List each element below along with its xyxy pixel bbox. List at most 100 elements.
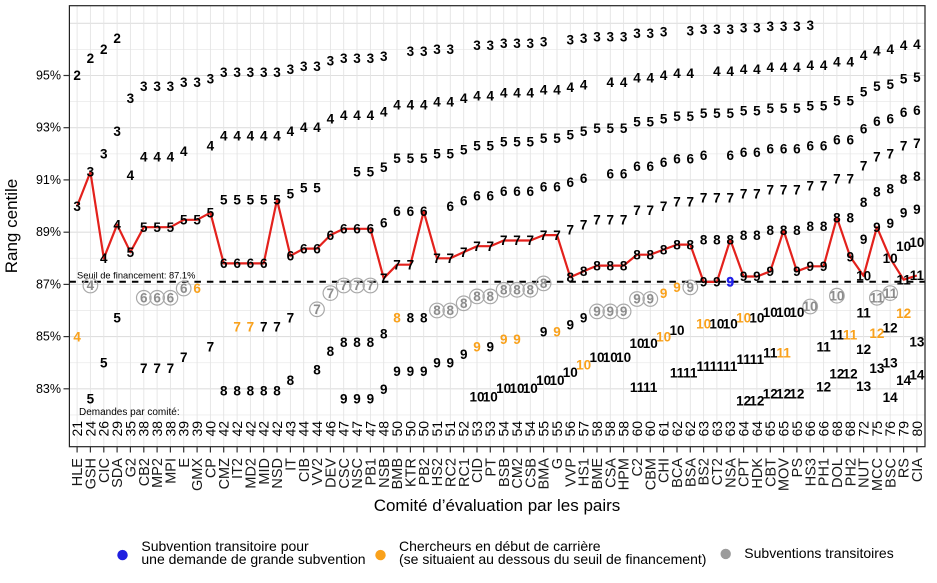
svg-text:91%: 91%: [36, 173, 61, 187]
svg-text:Seuil de financement: 87.1%: Seuil de financement: 87.1%: [77, 271, 195, 281]
svg-text:6: 6: [460, 194, 468, 209]
svg-text:G2: G2: [123, 458, 139, 477]
svg-text:2: 2: [73, 68, 81, 83]
svg-text:3: 3: [607, 29, 615, 44]
svg-text:12: 12: [883, 321, 898, 336]
svg-text:8: 8: [527, 283, 535, 298]
svg-text:10: 10: [829, 288, 844, 303]
svg-text:2: 2: [87, 51, 95, 66]
svg-text:6: 6: [260, 256, 268, 271]
svg-text:6: 6: [673, 152, 681, 167]
svg-text:5: 5: [313, 181, 321, 196]
svg-text:Rang centile: Rang centile: [2, 179, 21, 274]
svg-text:8: 8: [447, 303, 455, 318]
svg-text:5: 5: [886, 77, 894, 92]
svg-text:42: 42: [269, 421, 285, 437]
svg-text:8: 8: [500, 283, 508, 298]
svg-text:5: 5: [727, 106, 735, 121]
svg-text:8: 8: [780, 223, 788, 238]
svg-text:5: 5: [113, 311, 121, 326]
svg-text:8: 8: [806, 219, 814, 234]
svg-text:CID: CID: [470, 458, 486, 483]
svg-text:9: 9: [460, 347, 468, 362]
svg-text:3: 3: [100, 147, 108, 162]
svg-text:7: 7: [607, 213, 615, 228]
svg-text:12: 12: [736, 394, 751, 409]
svg-text:CMZ: CMZ: [217, 458, 233, 490]
svg-text:63: 63: [696, 421, 712, 437]
svg-text:5: 5: [393, 151, 401, 166]
svg-text:11: 11: [710, 359, 725, 374]
svg-text:4: 4: [527, 85, 535, 100]
svg-text:10: 10: [909, 235, 924, 250]
svg-text:6: 6: [846, 133, 854, 148]
svg-text:7: 7: [713, 190, 721, 205]
svg-text:4: 4: [846, 55, 854, 70]
svg-text:6: 6: [553, 179, 561, 194]
svg-text:29: 29: [109, 421, 125, 437]
svg-text:10: 10: [496, 381, 511, 396]
svg-text:7: 7: [860, 158, 868, 173]
svg-text:12: 12: [749, 394, 764, 409]
svg-text:57: 57: [576, 421, 592, 437]
svg-text:IT: IT: [283, 458, 299, 471]
svg-text:7: 7: [913, 136, 921, 151]
svg-text:HS1: HS1: [577, 458, 593, 486]
svg-text:4: 4: [713, 64, 721, 79]
svg-text:6: 6: [140, 291, 148, 306]
svg-text:4: 4: [727, 64, 735, 79]
svg-text:7: 7: [313, 302, 321, 317]
svg-text:5: 5: [167, 220, 175, 235]
svg-text:42: 42: [242, 421, 258, 437]
svg-text:BMA: BMA: [537, 458, 553, 490]
svg-text:46: 46: [322, 421, 338, 437]
svg-text:6: 6: [793, 142, 801, 157]
svg-text:50: 50: [389, 421, 405, 437]
svg-text:CM2: CM2: [510, 458, 526, 489]
svg-text:7: 7: [353, 278, 361, 293]
svg-text:4: 4: [233, 129, 241, 144]
svg-text:4: 4: [273, 129, 281, 144]
svg-text:43: 43: [282, 421, 298, 437]
svg-text:VV2: VV2: [310, 458, 326, 485]
svg-text:7: 7: [460, 245, 468, 260]
svg-text:4: 4: [220, 129, 228, 144]
svg-text:7: 7: [473, 239, 481, 254]
svg-text:5: 5: [353, 165, 361, 180]
svg-text:10: 10: [749, 311, 764, 326]
svg-text:8: 8: [873, 185, 881, 200]
svg-text:7: 7: [487, 239, 495, 254]
svg-text:8: 8: [900, 172, 908, 187]
svg-text:4: 4: [513, 85, 521, 100]
svg-text:5: 5: [420, 151, 428, 166]
svg-text:3: 3: [193, 75, 201, 90]
svg-text:11: 11: [763, 346, 778, 361]
svg-text:4: 4: [180, 144, 188, 159]
svg-text:7: 7: [273, 320, 281, 335]
svg-text:8: 8: [886, 181, 894, 196]
svg-text:47: 47: [336, 421, 352, 437]
svg-text:4: 4: [380, 104, 388, 119]
svg-text:11: 11: [643, 380, 658, 395]
svg-text:5: 5: [273, 192, 281, 207]
svg-text:PH1: PH1: [817, 458, 833, 486]
svg-text:10: 10: [536, 373, 551, 388]
svg-text:3: 3: [300, 59, 308, 74]
svg-text:93%: 93%: [36, 121, 61, 135]
svg-text:7: 7: [433, 251, 441, 266]
svg-text:12: 12: [869, 326, 884, 341]
svg-text:9: 9: [740, 269, 748, 284]
svg-text:6: 6: [167, 291, 175, 306]
svg-text:3: 3: [647, 26, 655, 41]
svg-text:8: 8: [620, 258, 628, 273]
svg-text:3: 3: [167, 79, 175, 94]
svg-text:8: 8: [287, 373, 295, 388]
svg-text:5: 5: [767, 101, 775, 116]
svg-text:10: 10: [789, 305, 804, 320]
svg-text:3: 3: [620, 29, 628, 44]
svg-text:8: 8: [593, 258, 601, 273]
svg-text:7: 7: [153, 361, 161, 376]
svg-text:12: 12: [896, 306, 911, 321]
svg-text:11: 11: [856, 305, 871, 320]
svg-text:75: 75: [869, 421, 885, 437]
